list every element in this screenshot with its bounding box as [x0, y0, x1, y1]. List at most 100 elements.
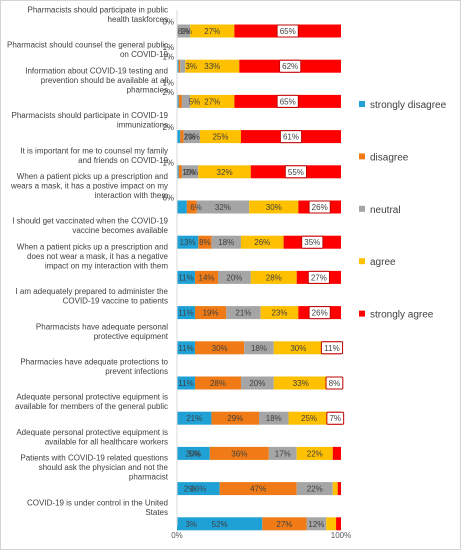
- value-label-strongly-agree: 65%: [280, 27, 296, 36]
- value-label-disagree: 2%: [184, 168, 196, 177]
- bar-segment-neutral: [181, 94, 191, 108]
- legend-swatch: [359, 205, 365, 212]
- bar-segment-neutral: [177, 24, 191, 38]
- value-label-strongly-disagree: 1%: [162, 78, 174, 87]
- value-label-strongly-agree: 11%: [324, 344, 339, 353]
- category-label: When a patient picks up a prescription a…: [10, 172, 168, 200]
- value-label-strongly-disagree: 11%: [178, 273, 193, 282]
- bar-segment-disagree: [195, 376, 241, 390]
- value-label-strongly-disagree: 0%: [162, 18, 174, 27]
- value-label-strongly-agree: 5%: [189, 449, 201, 458]
- bar-segment-agree: [273, 376, 328, 390]
- bar-segment-disagree: [178, 165, 182, 179]
- value-label-strongly-disagree: 11%: [178, 379, 193, 388]
- value-label-neutral: 20%: [249, 379, 265, 388]
- value-label-neutral: 32%: [215, 203, 231, 212]
- value-label-box: [284, 165, 307, 179]
- legend-label: strongly disagree: [370, 100, 447, 111]
- category-label: Pharmacist should counsel the general pu…: [7, 41, 169, 60]
- bar-segment-disagree: [262, 517, 307, 531]
- bar-segment-strongly-agree: [332, 446, 341, 460]
- bar-segment-agree: [190, 24, 235, 38]
- value-label-agree: 25%: [212, 133, 228, 142]
- value-label-disagree: 47%: [250, 485, 266, 494]
- bar-segment-agree: [199, 130, 241, 144]
- bar-segment-neutral: [196, 200, 250, 214]
- bar-segment-agree: [332, 482, 338, 496]
- value-label-strongly-disagree: 6%: [162, 194, 174, 203]
- bar-segment-agree: [326, 517, 337, 531]
- value-label-box: [276, 94, 299, 108]
- value-label-agree: 27%: [204, 97, 220, 106]
- bar-segment-agree: [198, 165, 251, 179]
- legend-swatch: [359, 310, 365, 317]
- bar-segment-neutral: [259, 411, 289, 425]
- value-label-disagree: 1%: [162, 53, 174, 62]
- value-label-disagree: 36%: [231, 449, 247, 458]
- bar-segment-disagree: [180, 130, 184, 144]
- value-label-agree: 33%: [293, 379, 309, 388]
- bar-segment-neutral: [240, 376, 274, 390]
- value-label-strongly-agree: 7%: [329, 414, 341, 423]
- bar-segment-neutral: [218, 270, 251, 284]
- value-label-neutral: 8%: [178, 27, 190, 36]
- value-label-strongly-disagree: 52%: [212, 520, 228, 529]
- bar-segment-disagree: [209, 446, 269, 460]
- value-label-strongly-disagree: 26%: [190, 485, 206, 494]
- value-label-disagree: 1%: [180, 27, 192, 36]
- value-label-strongly-agree: 26%: [312, 203, 328, 212]
- bar-segment-strongly-disagree: [177, 446, 210, 460]
- category-label: It is important for me to counsel my fam…: [20, 146, 168, 165]
- value-label-neutral: 10%: [184, 133, 200, 142]
- value-label-disagree: 30%: [212, 344, 228, 353]
- value-label-strongly-agree: 61%: [283, 133, 299, 142]
- bar-segment-neutral: [296, 482, 333, 496]
- bar-segment-neutral: [211, 235, 241, 249]
- bar-segment-neutral: [180, 59, 186, 73]
- bar-segment-strongly-disagree: [177, 341, 196, 355]
- category-label: When a patient picks up a prescription a…: [17, 242, 169, 270]
- value-label-agree: 30%: [290, 344, 306, 353]
- value-label-box: [301, 235, 324, 249]
- value-label-agree: 33%: [204, 62, 220, 71]
- legend-label: agree: [370, 257, 396, 268]
- category-label: I am adequately prepared to administer t…: [15, 287, 168, 306]
- value-label-agree: 22%: [307, 449, 323, 458]
- bar-segment-agree: [240, 235, 284, 249]
- bar-segment-strongly-agree: [336, 517, 341, 531]
- value-label-strongly-agree: 55%: [288, 168, 304, 177]
- value-label-disagree: 6%: [190, 203, 202, 212]
- bar-segment-agree: [190, 94, 235, 108]
- value-label-box: [320, 341, 344, 355]
- bar-segment-strongly-disagree: [177, 411, 212, 425]
- value-label-disagree: 14%: [199, 273, 215, 282]
- bar-segment-disagree: [195, 270, 218, 284]
- bar-segment-strongly-agree: [337, 482, 341, 496]
- bar-segment-strongly-disagree: [177, 270, 196, 284]
- bar-segment-neutral: [181, 165, 199, 179]
- bar-segment-disagree: [178, 94, 182, 108]
- bar-segment-neutral: [306, 517, 327, 531]
- value-label-box: [279, 59, 302, 73]
- category-label: Pharmacies have adequate protections to p…: [20, 358, 168, 377]
- value-label-neutral: 5%: [189, 97, 201, 106]
- bar-segment-agree: [273, 341, 323, 355]
- value-label-agree: 25%: [301, 414, 317, 423]
- value-label-agree: 26%: [254, 238, 270, 247]
- bar-segment-strongly-disagree: [177, 59, 179, 73]
- value-label-box: [326, 411, 345, 425]
- value-label-neutral: 18%: [218, 238, 234, 247]
- bar-segment-disagree: [211, 411, 259, 425]
- legend-swatch: [359, 153, 365, 160]
- value-label-neutral: 12%: [308, 520, 324, 529]
- bar-segment-agree: [260, 306, 299, 320]
- value-label-strongly-agree: 65%: [280, 97, 296, 106]
- value-label-strongly-agree: 3%: [185, 520, 197, 529]
- value-label-box: [307, 270, 330, 284]
- value-label-neutral: 21%: [235, 309, 251, 318]
- value-label-box: [308, 306, 331, 320]
- value-label-agree: 32%: [217, 168, 233, 177]
- bar-segment-disagree: [195, 341, 245, 355]
- bar-segment-strongly-disagree: [177, 482, 220, 496]
